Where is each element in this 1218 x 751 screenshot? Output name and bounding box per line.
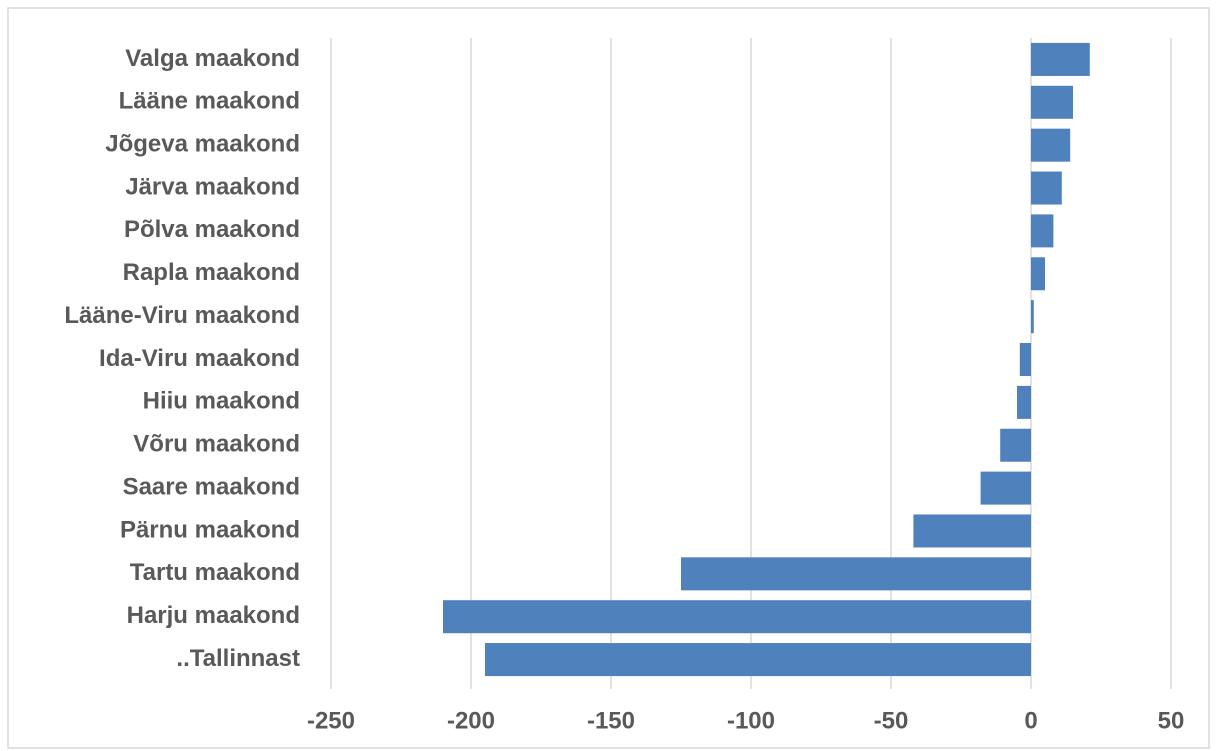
y-tick-label: Pärnu maakond (120, 516, 300, 543)
bar (1031, 85, 1073, 119)
bar (1031, 42, 1090, 76)
y-tick-label: Jõgeva maakond (105, 131, 300, 158)
y-tick-label: Saare maakond (123, 473, 300, 500)
y-tick-label: Lääne-Viru maakond (64, 302, 300, 329)
y-tick-label: Ida-Viru maakond (99, 345, 300, 372)
bar (1031, 257, 1045, 291)
bar (1031, 171, 1062, 205)
bar (1031, 214, 1054, 248)
bar (485, 643, 1031, 677)
y-tick-label: Tartu maakond (130, 559, 300, 586)
bar (1031, 128, 1071, 162)
bar (1000, 428, 1031, 462)
y-tick-label: Hiiu maakond (143, 388, 300, 415)
x-tick-label: -250 (307, 707, 355, 734)
y-tick-label: Rapla maakond (123, 259, 300, 286)
y-tick-label: Valga maakond (125, 45, 300, 72)
y-tick-label: Põlva maakond (124, 216, 300, 243)
x-tick-label: -50 (874, 707, 909, 734)
x-tick-label: 0 (1024, 707, 1037, 734)
bar (913, 514, 1031, 548)
x-tick-label: -100 (727, 707, 775, 734)
y-tick-label: Järva maakond (125, 173, 300, 200)
bar (980, 471, 1031, 505)
x-tick-label: -200 (447, 707, 495, 734)
bar (1031, 300, 1034, 334)
x-tick-label: 50 (1158, 707, 1185, 734)
chart-frame (7, 7, 1210, 749)
x-tick-label: -150 (587, 707, 635, 734)
y-tick-label: Lääne maakond (119, 88, 300, 115)
y-tick-label: Võru maakond (133, 431, 300, 458)
y-tick-label: ..Tallinnast (176, 645, 300, 672)
bar (443, 600, 1031, 634)
bar (1019, 342, 1031, 377)
bar (681, 557, 1031, 591)
y-tick-label: Harju maakond (127, 602, 300, 629)
bar (1017, 385, 1031, 419)
